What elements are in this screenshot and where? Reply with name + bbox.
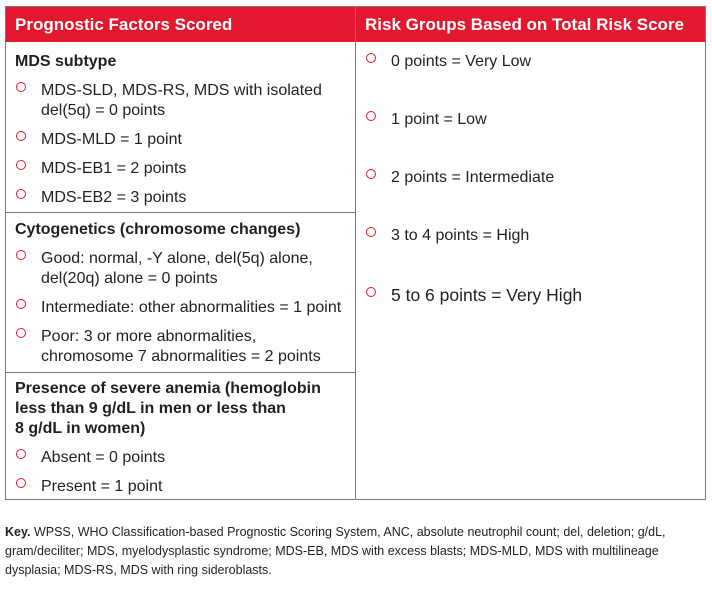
list-item: Intermediate: other abnormalities = 1 po… [16, 298, 351, 318]
circle-bullet-icon [16, 328, 26, 338]
section-divider [6, 372, 355, 373]
circle-bullet-icon [366, 169, 376, 179]
column-divider [355, 7, 356, 499]
risk-group-item: 5 to 6 points = Very High [366, 285, 696, 307]
circle-bullet-icon [16, 189, 26, 199]
circle-bullet-icon [16, 82, 26, 92]
circle-bullet-icon [366, 111, 376, 121]
header-risk-groups: Risk Groups Based on Total Risk Score [356, 7, 705, 42]
circle-bullet-icon [366, 53, 376, 63]
section-title-anemia: Presence of severe anemia (hemoglobin [15, 380, 321, 397]
section-title-cytogenetics: Cytogenetics (chromosome changes) [15, 221, 301, 238]
section-title-mds-subtype: MDS subtype [15, 53, 117, 70]
circle-bullet-icon [16, 131, 26, 141]
circle-bullet-icon [366, 227, 376, 237]
circle-bullet-icon [16, 160, 26, 170]
section-title-anemia-line-3: 8 g/dL in women) [15, 420, 146, 437]
risk-group-item: 2 points = Intermediate [366, 168, 696, 188]
prognostic-table: Prognostic Factors Scored Risk Groups Ba… [5, 6, 706, 500]
list-item: Poor: 3 or more abnormalities, chromosom… [16, 327, 351, 367]
risk-group-item: 3 to 4 points = High [366, 226, 696, 246]
list-item: Good: normal, -Y alone, del(5q) alone, d… [16, 249, 351, 289]
table-key: Key. WPSS, WHO Classification-based Prog… [5, 523, 705, 580]
section-divider [6, 212, 355, 213]
key-label: Key. [5, 525, 31, 539]
circle-bullet-icon [16, 449, 26, 459]
circle-bullet-icon [16, 299, 26, 309]
list-item: MDS-EB2 = 3 points [16, 188, 351, 208]
circle-bullet-icon [366, 287, 376, 297]
list-item: MDS-EB1 = 2 points [16, 159, 351, 179]
header-prognostic-factors: Prognostic Factors Scored [6, 7, 355, 42]
key-text: WPSS, WHO Classification-based Prognosti… [5, 525, 666, 577]
risk-group-item: 0 points = Very Low [366, 52, 696, 72]
circle-bullet-icon [16, 478, 26, 488]
circle-bullet-icon [16, 250, 26, 260]
list-item: Present = 1 point [16, 477, 351, 497]
section-title-anemia-line-2: less than 9 g/dL in men or less than [15, 400, 286, 417]
risk-group-item: 1 point = Low [366, 110, 696, 130]
list-item: MDS-SLD, MDS-RS, MDS with isolated del(5… [16, 81, 351, 121]
list-item: Absent = 0 points [16, 448, 351, 468]
list-item: MDS-MLD = 1 point [16, 130, 351, 150]
